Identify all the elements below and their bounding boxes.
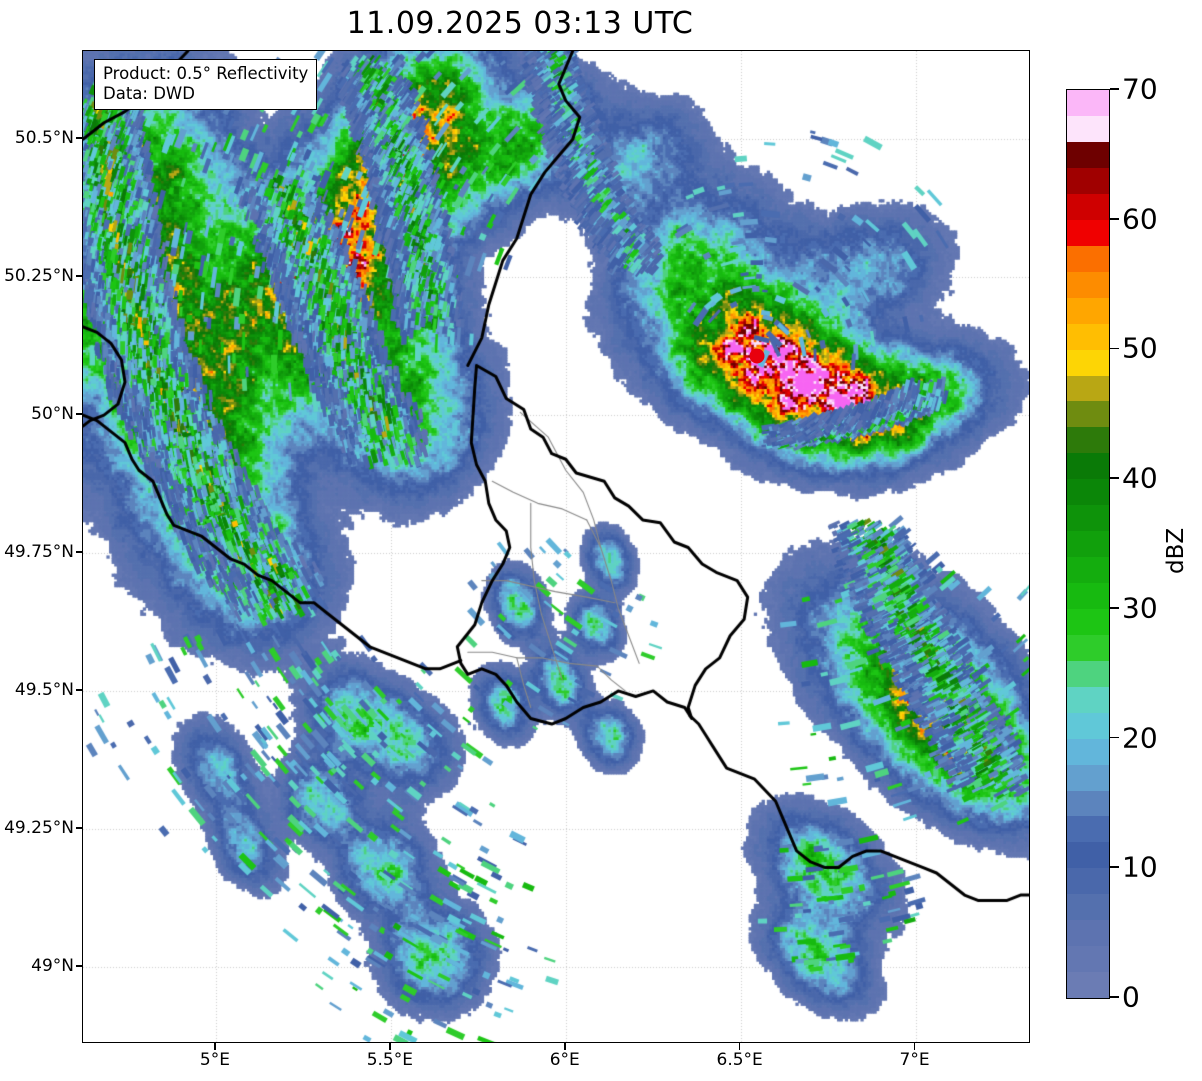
colorbar-band — [1067, 738, 1109, 765]
colorbar-tick-label: 40 — [1122, 461, 1158, 495]
annotation-box: Product: 0.5° Reflectivity Data: DWD — [94, 59, 318, 111]
annotation-data-line: Data: DWD — [103, 84, 195, 104]
colorbar-tick-label: 20 — [1122, 721, 1158, 755]
colorbar-band — [1067, 297, 1109, 324]
y-axis-tick-mark — [76, 689, 83, 691]
colorbar-tick-mark — [1110, 477, 1119, 479]
colorbar-band — [1067, 920, 1109, 947]
colorbar-band — [1067, 894, 1109, 921]
y-axis-tick-label: 49.5°N — [14, 679, 74, 700]
colorbar-tick-mark — [1110, 217, 1119, 220]
x-axis-tick-mark — [738, 1043, 741, 1050]
y-axis-tick-label: 50°N — [31, 404, 74, 425]
colorbar-band — [1067, 634, 1109, 661]
colorbar-band — [1067, 193, 1109, 220]
y-axis-tick-mark — [76, 964, 83, 967]
colorbar-band — [1067, 90, 1109, 117]
colorbar-band — [1067, 271, 1109, 298]
page-title: 11.09.2025 03:13 UTC — [346, 6, 694, 41]
x-axis-tick-label: 7°E — [899, 1050, 930, 1070]
colorbar-band — [1067, 453, 1109, 480]
y-axis-tick-label: 50.25°N — [4, 266, 74, 287]
y-axis-tick-mark — [76, 137, 83, 140]
y-axis-tick-label: 49.25°N — [4, 817, 74, 838]
colorbar-tick-mark — [1110, 996, 1119, 998]
y-axis-tick-mark — [76, 275, 83, 277]
y-axis-tick-mark — [76, 551, 83, 553]
x-axis-tick-label: 5°E — [199, 1050, 230, 1070]
colorbar-band — [1067, 427, 1109, 454]
x-axis-tick-mark — [389, 1043, 391, 1050]
colorbar-band — [1067, 712, 1109, 739]
colorbar-band — [1067, 479, 1109, 506]
colorbar-band — [1067, 972, 1109, 998]
colorbar — [1066, 89, 1110, 999]
colorbar-band — [1067, 842, 1109, 869]
colorbar-band — [1067, 608, 1109, 635]
colorbar-band — [1067, 531, 1109, 558]
y-axis-tick-label: 49°N — [31, 955, 74, 976]
colorbar-tick-mark — [1110, 88, 1119, 90]
colorbar-tick-mark — [1110, 347, 1119, 350]
radar-site-marker — [749, 348, 765, 364]
colorbar-tick-label: 30 — [1122, 591, 1158, 625]
colorbar-band — [1067, 686, 1109, 713]
y-axis-tick-label: 49.75°N — [4, 542, 74, 563]
colorbar-band — [1067, 142, 1109, 168]
x-axis-tick-mark — [214, 1043, 216, 1050]
y-axis-tick-mark — [76, 827, 83, 829]
annotation-product-line: Product: 0.5° Reflectivity — [103, 64, 309, 83]
x-axis-tick-mark — [563, 1043, 566, 1050]
x-axis-tick-label: 5.5°E — [366, 1050, 413, 1070]
colorbar-band — [1067, 401, 1109, 428]
x-axis-tick-label: 6.5°E — [716, 1050, 763, 1070]
colorbar-band — [1067, 816, 1109, 843]
colorbar-tick-mark — [1110, 866, 1119, 869]
colorbar-band — [1067, 349, 1109, 376]
colorbar-tick-label: 0 — [1122, 980, 1140, 1014]
colorbar-band — [1067, 116, 1109, 143]
geography-border-layer — [83, 51, 1029, 1042]
colorbar-gradient — [1067, 90, 1109, 998]
x-axis-tick-mark — [913, 1043, 916, 1050]
colorbar-tick-label: 60 — [1122, 202, 1158, 236]
colorbar-band — [1067, 790, 1109, 817]
colorbar-tick-label: 10 — [1122, 850, 1158, 884]
colorbar-tick-label: 50 — [1122, 331, 1158, 365]
colorbar-band — [1067, 557, 1109, 583]
colorbar-band — [1067, 583, 1109, 609]
x-axis-tick-label: 6°E — [549, 1050, 580, 1070]
colorbar-band — [1067, 323, 1109, 350]
colorbar-band — [1067, 219, 1109, 246]
colorbar-band — [1067, 245, 1109, 272]
y-axis-tick-mark — [76, 413, 83, 415]
colorbar-title: dBZ — [1163, 527, 1189, 574]
radar-map-plot: Product: 0.5° Reflectivity Data: DWD — [82, 50, 1030, 1043]
colorbar-band — [1067, 764, 1109, 791]
colorbar-band — [1067, 868, 1109, 895]
colorbar-tick-mark — [1110, 736, 1119, 739]
colorbar-band — [1067, 946, 1109, 973]
colorbar-band — [1067, 505, 1109, 532]
y-axis-tick-label: 50.5°N — [14, 128, 74, 149]
colorbar-tick-label: 70 — [1122, 72, 1158, 106]
colorbar-band — [1067, 375, 1109, 402]
colorbar-band — [1067, 168, 1109, 194]
colorbar-band — [1067, 660, 1109, 687]
colorbar-tick-mark — [1110, 607, 1119, 609]
